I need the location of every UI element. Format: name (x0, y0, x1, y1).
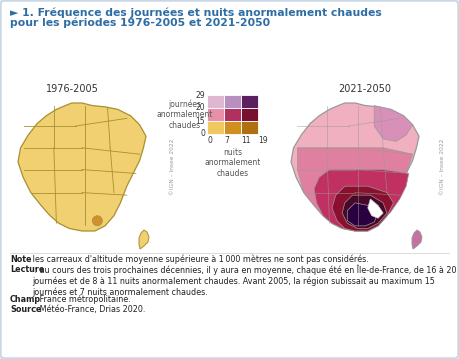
Text: ©IGN – Insee 2022: ©IGN – Insee 2022 (441, 139, 446, 195)
Text: : Météo-France, Drias 2020.: : Météo-France, Drias 2020. (32, 306, 146, 314)
Polygon shape (139, 230, 149, 249)
Polygon shape (342, 195, 387, 228)
Text: : au cours des trois prochaines décennies, il y aura en moyenne, chaque été en Î: : au cours des trois prochaines décennie… (32, 265, 457, 297)
Text: 11: 11 (241, 136, 251, 145)
Bar (224, 95, 241, 108)
Text: 29: 29 (196, 90, 205, 99)
Text: Lecture: Lecture (10, 265, 45, 274)
Polygon shape (374, 106, 413, 141)
Bar (207, 108, 224, 121)
Polygon shape (18, 103, 146, 231)
Polygon shape (291, 103, 419, 231)
Circle shape (92, 216, 102, 226)
Bar (241, 95, 258, 108)
Text: 2021-2050: 2021-2050 (338, 84, 392, 94)
Text: 20: 20 (196, 103, 205, 112)
Text: pour les périodes 1976-2005 et 2021-2050: pour les périodes 1976-2005 et 2021-2050 (10, 18, 270, 28)
Text: journées
anormalement
chaudes: journées anormalement chaudes (157, 99, 213, 130)
Text: Note: Note (10, 255, 32, 264)
Bar (224, 121, 241, 134)
Text: 15: 15 (196, 117, 205, 126)
Polygon shape (347, 203, 378, 226)
Text: : les carreaux d'altitude moyenne supérieure à 1 000 mètres ne sont pas considér: : les carreaux d'altitude moyenne supéri… (25, 255, 369, 265)
Text: 19: 19 (258, 136, 268, 145)
Bar (207, 95, 224, 108)
Text: : France métropolitaine.: : France métropolitaine. (32, 295, 131, 304)
Polygon shape (297, 148, 413, 231)
Text: 0: 0 (207, 136, 212, 145)
Bar (241, 108, 258, 121)
Text: 0: 0 (200, 130, 205, 139)
Text: Champ: Champ (10, 295, 41, 304)
Polygon shape (332, 186, 393, 231)
Text: Source: Source (10, 306, 41, 314)
Text: 1976-2005: 1976-2005 (45, 84, 98, 94)
Text: ► 1. Fréquence des journées et nuits anormalement chaudes: ► 1. Fréquence des journées et nuits ano… (10, 8, 382, 19)
Bar (207, 121, 224, 134)
Text: ©IGN – Insee 2022: ©IGN – Insee 2022 (169, 139, 174, 195)
Bar (224, 108, 241, 121)
Polygon shape (368, 199, 383, 218)
Polygon shape (412, 230, 422, 249)
Text: 7: 7 (224, 136, 229, 145)
Polygon shape (314, 169, 409, 231)
Text: nuits
anormalement
chaudes: nuits anormalement chaudes (204, 148, 261, 178)
Bar (241, 121, 258, 134)
